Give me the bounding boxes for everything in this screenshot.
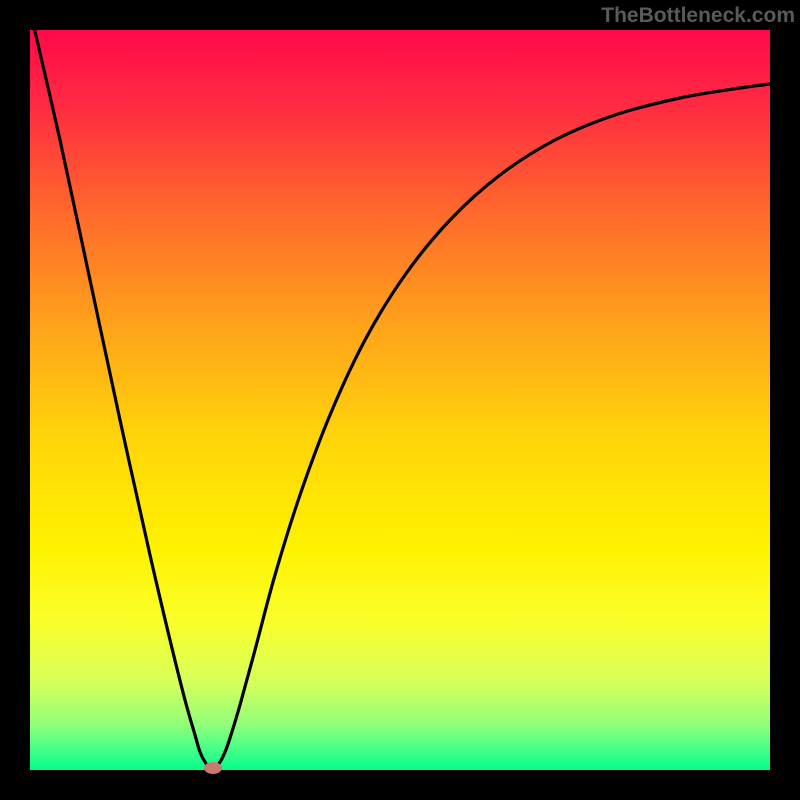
watermark-text: TheBottleneck.com [601,4,795,28]
plot-area [0,0,800,800]
chart-container: TheBottleneck.com [0,0,800,800]
gradient-background [30,30,770,770]
optimum-marker [204,762,222,774]
